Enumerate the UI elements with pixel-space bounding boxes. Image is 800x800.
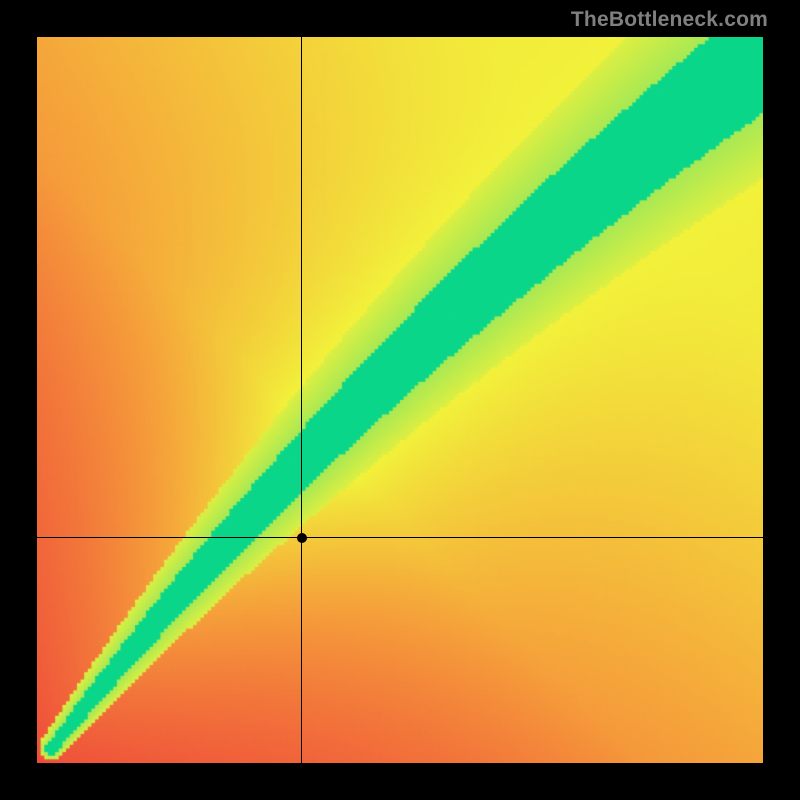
crosshair-horizontal bbox=[37, 537, 763, 538]
watermark-text: TheBottleneck.com bbox=[571, 8, 768, 32]
crosshair-vertical bbox=[301, 37, 302, 763]
chart-frame: TheBottleneck.com bbox=[0, 0, 800, 800]
heatmap-plot bbox=[37, 37, 763, 763]
crosshair-marker bbox=[297, 533, 307, 543]
